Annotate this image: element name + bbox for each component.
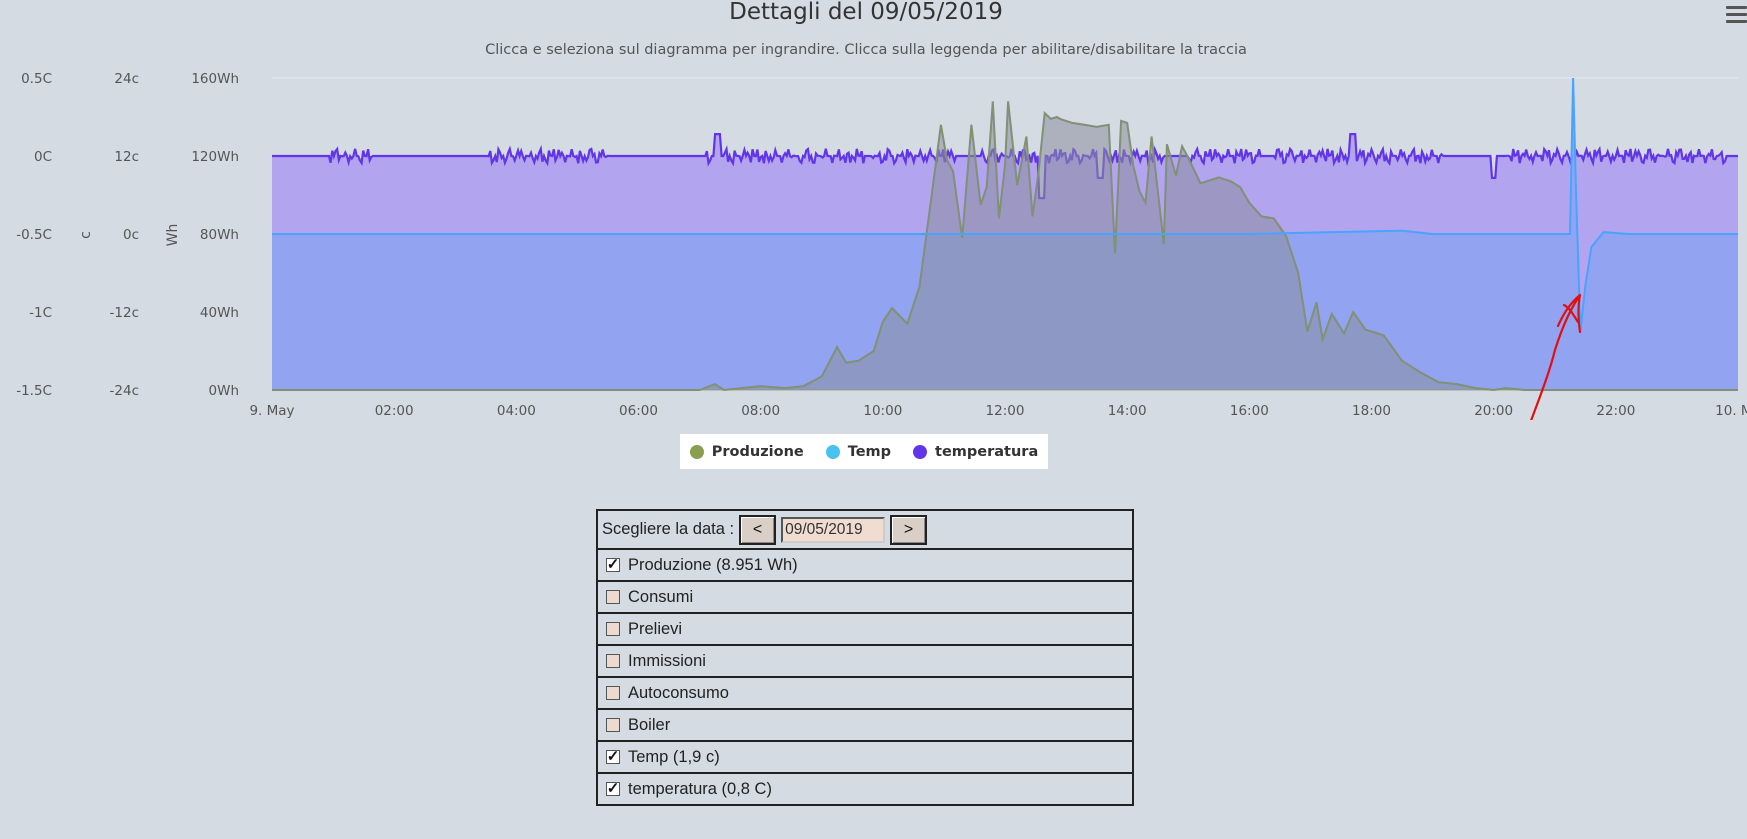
- y-tick-label: 80Wh: [200, 227, 239, 243]
- option-label-temp: Temp (1,9 c): [628, 747, 720, 766]
- x-tick-label: 06:00: [619, 403, 658, 419]
- y-tick-label: 24c: [114, 71, 139, 87]
- y-tick-label: 0c: [123, 227, 139, 243]
- y-axis-title-wh: Wh: [165, 224, 181, 247]
- y-tick-label: 12c: [114, 149, 139, 165]
- chart-legend: Produzione Temp temperatura: [680, 434, 1048, 469]
- checkbox-boiler[interactable]: [606, 718, 620, 732]
- hamburger-menu-icon[interactable]: [1722, 1, 1747, 29]
- y-tick-label: -0.5C: [16, 227, 52, 243]
- legend-dot-produzione: [689, 444, 704, 459]
- legend-item-temp[interactable]: Temp: [825, 443, 892, 460]
- prev-day-button[interactable]: <: [739, 514, 777, 545]
- x-tick-label: 20:00: [1474, 403, 1513, 419]
- option-row-temperatura: ✓ temperatura (0,8 C): [596, 772, 1134, 806]
- checkbox-prelievi[interactable]: [606, 622, 620, 636]
- x-tick-label: 18:00: [1352, 403, 1391, 419]
- y-tick-label: -24c: [110, 383, 139, 399]
- y-tick-label: 0Wh: [209, 383, 240, 399]
- option-row-autoconsumo: Autoconsumo: [596, 676, 1134, 710]
- x-tick-label: 22:00: [1596, 403, 1635, 419]
- option-label-immissioni: Immissioni: [628, 651, 706, 670]
- red-arrow-annotation: [1530, 293, 1582, 420]
- series-selection-panel: Scegliere la data : < > ✓ Produzione (8.…: [596, 509, 1134, 806]
- option-label-autoconsumo: Autoconsumo: [628, 683, 729, 702]
- option-row-produzione: ✓ Produzione (8.951 Wh): [596, 548, 1134, 582]
- option-label-boiler: Boiler: [628, 715, 671, 734]
- y-axes: 0.5C 0C -0.5C -1C -1.5C 24c 12c 0c -12c -24c 160Wh…: [16, 71, 239, 399]
- temp-line: [272, 77, 1738, 332]
- legend-item-temperatura[interactable]: temperatura: [913, 444, 1038, 460]
- legend-label-temp: Temp: [847, 443, 892, 460]
- y-tick-label: 0C: [34, 149, 52, 165]
- x-tick-label: 14:00: [1108, 403, 1147, 419]
- option-label-temperatura: temperatura (0,8 C): [628, 779, 772, 798]
- date-label: Scegliere la data :: [602, 520, 735, 538]
- produzione-outline: [272, 101, 1738, 391]
- x-tick-label: 10:00: [863, 403, 902, 419]
- y-tick-label: 0.5C: [21, 71, 52, 87]
- checkbox-immissioni[interactable]: [606, 654, 620, 668]
- option-row-temp: ✓ Temp (1,9 c): [596, 740, 1134, 774]
- legend-label-temperatura: temperatura: [935, 443, 1039, 460]
- checkbox-consumi[interactable]: [606, 590, 620, 604]
- y-tick-label: 40Wh: [200, 305, 239, 321]
- date-input[interactable]: [781, 516, 886, 543]
- legend-item-produzione[interactable]: Produzione: [689, 443, 804, 460]
- option-row-consumi: Consumi: [596, 580, 1134, 614]
- legend-dot-temp: [825, 444, 840, 459]
- checkbox-temperatura[interactable]: ✓: [606, 780, 620, 797]
- y-axis-title-c: c: [78, 231, 94, 239]
- plot-area[interactable]: [272, 77, 1738, 392]
- next-day-button[interactable]: >: [890, 514, 928, 545]
- legend-label-produzione: Produzione: [711, 443, 804, 460]
- checkbox-temp[interactable]: ✓: [606, 748, 620, 765]
- x-tick-label: 12:00: [986, 403, 1025, 419]
- x-tick-label: 16:00: [1230, 403, 1269, 419]
- option-label-prelievi: Prelievi: [628, 619, 683, 638]
- checkbox-produzione[interactable]: ✓: [606, 556, 620, 573]
- legend-dot-temperatura: [913, 444, 928, 459]
- option-row-boiler: Boiler: [596, 708, 1134, 742]
- date-picker-row: Scegliere la data : < >: [596, 509, 1134, 550]
- y-tick-label: 160Wh: [191, 71, 239, 87]
- option-label-consumi: Consumi: [628, 587, 694, 606]
- produzione-area: [272, 101, 1738, 391]
- option-label-produzione: Produzione (8.951 Wh): [628, 555, 798, 574]
- x-tick-label: 02:00: [375, 403, 414, 419]
- x-tick-label: 04:00: [497, 403, 536, 419]
- checkbox-autoconsumo[interactable]: [606, 686, 620, 700]
- x-tick-label: 08:00: [741, 403, 780, 419]
- chart-title: Dettagli del 09/05/2019: [729, 0, 1003, 25]
- chart[interactable]: Dettagli del 09/05/2019 Clicca e selezio…: [0, 0, 1747, 420]
- y-tick-label: -1.5C: [16, 383, 52, 399]
- chart-subtitle: Clicca e seleziona sul diagramma per ing…: [485, 42, 1247, 58]
- y-tick-label: 120Wh: [191, 149, 239, 165]
- y-tick-label: -12c: [110, 305, 139, 321]
- y-tick-label: -1C: [29, 305, 52, 321]
- x-tick-label: 10. Ma: [1715, 403, 1747, 419]
- option-row-immissioni: Immissioni: [596, 644, 1134, 678]
- x-tick-label: 9. May: [249, 403, 294, 419]
- x-axis: 9. May 02:00 04:00 06:00 08:00 10:00 12:00 14:0…: [249, 403, 1747, 419]
- option-row-prelievi: Prelievi: [596, 612, 1134, 646]
